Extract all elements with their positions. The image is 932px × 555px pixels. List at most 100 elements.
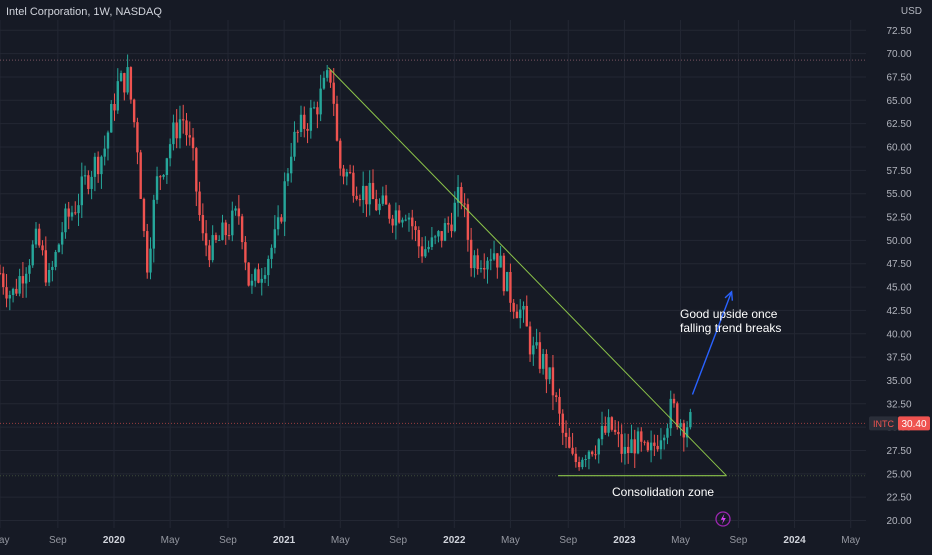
candle-body (476, 255, 479, 270)
candle-body (427, 246, 430, 250)
candle-body (397, 210, 401, 223)
candle-body (440, 231, 443, 241)
candle-body (250, 280, 254, 286)
lightning-icon[interactable] (715, 511, 731, 527)
candle-body (538, 342, 542, 369)
price-tick-label: 67.50 (886, 72, 911, 83)
candle-body (106, 132, 110, 149)
candle-body (201, 215, 205, 234)
time-axis[interactable]: May Sep 2020 May Sep 2021 May Sep 2022 May Sep 2023… (0, 535, 860, 546)
candle-body (74, 212, 77, 214)
candle-body (509, 271, 512, 303)
candle-body (100, 156, 103, 175)
candle-body (600, 426, 604, 440)
symbol-title[interactable]: Intel Corporation, 1W, NASDAQ (6, 6, 162, 18)
candle-body (231, 210, 234, 236)
candle-body (168, 144, 172, 159)
candle-body (15, 288, 18, 294)
candle-body (541, 353, 545, 369)
price-tick-label: 70.00 (886, 49, 911, 60)
candle-body (299, 114, 303, 132)
grid-lines (0, 20, 866, 528)
candle-body (270, 247, 273, 259)
candle-body (646, 442, 650, 451)
symbol-tag-label: INTC (873, 419, 894, 429)
candle-body (617, 431, 620, 435)
candle-body (466, 204, 470, 240)
candle-body (669, 398, 672, 429)
candle-body (64, 208, 67, 233)
candle-body (306, 128, 309, 131)
candle-body (584, 458, 587, 460)
consolidation-annotation: Consolidation zone (612, 485, 714, 499)
candle-body (577, 462, 581, 468)
candle-body (653, 442, 656, 446)
candle-body (411, 217, 414, 227)
candle-body (280, 217, 283, 222)
candle-body (44, 250, 48, 283)
falling-trendline[interactable] (328, 67, 727, 477)
candle-body (489, 259, 492, 261)
candle-body (162, 174, 165, 177)
drawings[interactable] (328, 67, 734, 477)
price-tick-label: 72.50 (886, 26, 911, 37)
candle-body (368, 182, 371, 205)
price-tick-label: 35.00 (886, 376, 911, 387)
candle-body (371, 182, 375, 200)
candle-body (685, 427, 689, 438)
candle-body (636, 431, 640, 454)
candle-body (188, 135, 191, 138)
candle-body (571, 447, 574, 454)
candle-body (254, 269, 257, 281)
candle-body (211, 235, 214, 261)
candle-body (335, 103, 339, 141)
price-axis[interactable]: 72.50 70.00 67.50 65.00 62.50 60.00 57.50 55.00… (869, 26, 930, 527)
candle-body (551, 367, 555, 396)
last-price-tag[interactable]: INTC 30.40 (869, 416, 930, 431)
candle-body (110, 104, 113, 133)
time-tick-label: 2024 (783, 535, 806, 546)
candle-body (587, 451, 591, 459)
horizontal-levels (0, 59, 866, 477)
candle-body (247, 262, 250, 286)
candle-body (80, 176, 83, 206)
candle-body (132, 99, 136, 123)
price-tick-label: 57.50 (886, 166, 911, 177)
candle-body (689, 412, 692, 428)
candle-body (142, 198, 146, 232)
candle-body (303, 114, 306, 129)
candle-body (237, 208, 241, 217)
candle-body (391, 218, 394, 226)
candle-body (208, 245, 211, 261)
candle-body (607, 417, 610, 433)
candle-body (146, 231, 149, 273)
candle-body (519, 309, 522, 319)
candle-body (218, 239, 221, 241)
candle-body (93, 156, 97, 177)
projection-arrow[interactable] (691, 291, 733, 395)
candle-body (401, 219, 404, 223)
candle-body (682, 423, 686, 438)
time-tick-label: 2021 (273, 535, 296, 546)
price-tick-label: 25.00 (886, 469, 911, 480)
price-tick-label: 45.00 (886, 283, 911, 294)
candle-body (623, 446, 627, 454)
candle-body (113, 104, 116, 111)
candle-body (139, 152, 142, 199)
candle-body (31, 244, 34, 266)
candle-body (257, 269, 260, 283)
candle-body (129, 67, 133, 100)
candle-body (496, 253, 499, 268)
candle-body (276, 217, 280, 230)
candle-body (348, 172, 352, 174)
price-tick-label: 47.50 (886, 259, 911, 270)
price-tick-label: 62.50 (886, 119, 911, 130)
candle-body (591, 451, 594, 455)
candle-body (191, 137, 195, 149)
candle-body (221, 222, 224, 240)
candle-body (155, 176, 159, 200)
candle-body (227, 235, 231, 237)
candle-body (613, 429, 617, 432)
